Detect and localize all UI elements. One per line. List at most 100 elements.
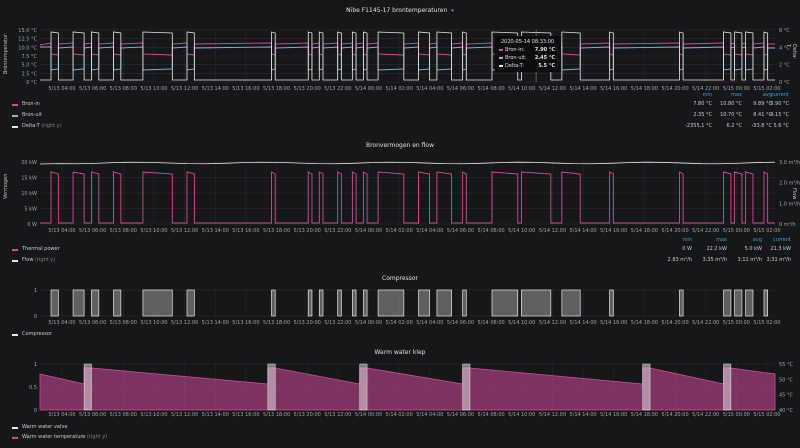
legend-axis-hint: (right y) [41,123,62,129]
legend-item-bron-in[interactable]: Bron-in 7.80 °C 10.80 °C 9.89 °C 9.90 °C [12,101,792,110]
legend-value-avg: 3.11 m³/h [737,257,762,263]
legend-header-max[interactable]: max [731,92,742,98]
compressor-on-bar [679,289,684,317]
legend-header-current[interactable]: current [770,92,789,98]
y-tick-label: 1 [34,288,37,294]
legend-header-current[interactable]: current [772,237,791,243]
series-thermal-power [40,171,775,224]
compressor-chart[interactable]: 1 0 5/13 04:00 5/13 06:00 5/13 08:00 5/13 10:… [0,270,800,344]
legend-swatch [12,104,18,106]
legend-item-warm-water-valve[interactable]: Warm water valve [12,424,792,433]
legend-item-compressor[interactable]: Compressor [12,331,792,340]
x-tick-label: 5/13 10:00 [140,320,167,326]
legend-swatch [499,65,503,67]
y-tick-label: 0 [34,314,37,320]
x-tick-label: 5/13 14:00 [202,228,229,234]
legend-swatch [12,249,18,251]
legend-value-avg: 8.41 °C [753,112,772,118]
legend-axis-hint: (right y) [35,257,56,263]
legend-item-warm-water-temperature[interactable]: Warm water temperature (right y) [12,434,792,443]
x-tick-label: 5/14 04:00 [416,86,443,92]
y-tick-label: 50 °C [779,377,793,383]
warm-water-chart[interactable]: 1 0.5 0 55 °C 50 °C 45 °C 40 °C 5/13 04:00 5/13 … [0,344,800,448]
series-bron-uit [40,46,775,71]
panel-title[interactable]: Bronvermogen en flow [365,142,434,149]
tooltip-row: Bron-uit: 2.45 °C [499,55,559,62]
x-tick-label: 5/13 08:00 [110,86,137,92]
x-tick-label: 5/13 10:00 [140,412,167,418]
x-tick-label: 5/13 20:00 [294,320,321,326]
x-tick-label: 5/14 06:00 [447,412,474,418]
y-tick-label: 1 [34,362,37,368]
tooltip-row: Delta-T: 5.5 °C [499,63,559,70]
x-tick-label: 5/15 02:00 [753,320,780,326]
legend-header-min[interactable]: min [702,92,712,98]
x-tick-label: 5/13 22:00 [324,320,351,326]
compressor-on-bar [561,289,581,317]
legend-header-max[interactable]: max [716,237,727,243]
panel-title-text[interactable]: Nibe F1145-17 brontemperaturen [346,7,448,14]
legend-swatch [499,49,503,51]
chevron-down-icon[interactable]: ▾ [451,8,454,14]
compressor-on-bar [609,289,614,317]
panel-compressor: Compressor 1 0 5/13 04:00 5/13 06:00 5/13 08… [0,270,800,344]
x-tick-label: 5/13 22:00 [324,228,351,234]
y-tick-label: 10.0 °C [18,45,37,51]
legend-value-min: 0 W [682,246,692,252]
y-tick-label: 0.5 [29,385,37,391]
legend-item-thermal-power[interactable]: Thermal power 0 W 22.2 kW 5.0 kW 21.3 kW [12,246,792,255]
x-tick-label: 5/13 10:00 [140,86,167,92]
y-tick-label: 1.0 m³/h [779,201,800,207]
y-tick-label: 0 W [27,222,37,228]
warm-water-valve-on-bar [462,363,471,411]
compressor-on-bar [436,289,452,317]
compressor-on-bar [142,289,173,317]
y-tick-label: 6 °C [779,28,790,34]
x-tick-label: 5/14 16:00 [600,320,627,326]
x-tick-label: 5/13 12:00 [171,412,198,418]
x-tick-label: 5/15 00:00 [723,86,750,92]
y-tick-label: 4 °C [779,45,790,51]
x-tick-label: 5/14 00:00 [355,86,382,92]
brontemperaturen-chart[interactable]: 15.0 °C 12.5 °C 10.0 °C 7.5 °C 5.0 °C 2.5 °C 0… [0,0,800,136]
x-tick-label: 5/14 02:00 [386,412,413,418]
compressor-on-bar [271,289,276,317]
y-tick-label: 2.0 m³/h [779,181,800,187]
x-tick-label: 5/14 04:00 [416,228,443,234]
x-tick-label: 5/13 06:00 [79,412,106,418]
series-bron-in [39,42,775,56]
compressor-on-bar [352,289,357,317]
legend-label: Delta-T (right y) [22,123,62,129]
legend-value-max: 10.80 °C [720,101,742,107]
tooltip-series-value: 7.90 °C [534,47,555,53]
panel-title[interactable]: Compressor [382,275,418,282]
legend-value-min: 7.80 °C [693,101,712,107]
legend-header-avg[interactable]: avg [762,92,772,98]
x-tick-label: 5/14 04:00 [416,320,443,326]
panel-title[interactable]: Warm water klep [374,349,426,356]
x-tick-label: 5/13 08:00 [110,412,137,418]
compressor-on-bar [734,289,743,317]
legend-item-delta-t[interactable]: Delta-T (right y) -2355.1 °C 6.2 °C -33.… [12,123,792,132]
legend-value-avg: -33.8 °C [751,123,772,129]
x-tick-label: 5/14 22:00 [692,86,719,92]
compressor-on-bar [763,289,768,317]
x-tick-label: 5/13 18:00 [263,412,290,418]
legend-label: Thermal power [22,246,60,252]
legend-item-flow[interactable]: Flow (right y) 2.83 m³/h 3.35 m³/h 3.11 … [12,257,792,266]
x-tick-label: 5/13 20:00 [294,86,321,92]
panel-title[interactable]: Nibe F1145-17 brontemperaturen ▾ [0,7,800,14]
x-tick-label: 5/13 16:00 [232,86,259,92]
warm-water-valve-on-bar [723,363,732,411]
legend-header-min[interactable]: min [682,237,692,243]
x-tick-label: 5/14 20:00 [661,412,688,418]
warm-water-valve-on-bar [267,363,276,411]
y-tick-label: 7.5 °C [21,54,37,60]
bronvermogen-chart[interactable]: 20 kW 15 kW 10 kW 5 kW 0 W 3.0 m³/h 2.0 m³/h 1.… [0,136,800,270]
legend-name: Compressor [22,331,52,337]
legend-item-bron-uit[interactable]: Bron-uit 2.35 °C 10.70 °C 8.41 °C 4.15 °… [12,112,792,121]
legend-header-avg[interactable]: avg [752,237,762,243]
y-tick-label: 10 kW [21,191,37,197]
legend-swatch [12,334,18,336]
x-tick-label: 5/14 16:00 [600,412,627,418]
